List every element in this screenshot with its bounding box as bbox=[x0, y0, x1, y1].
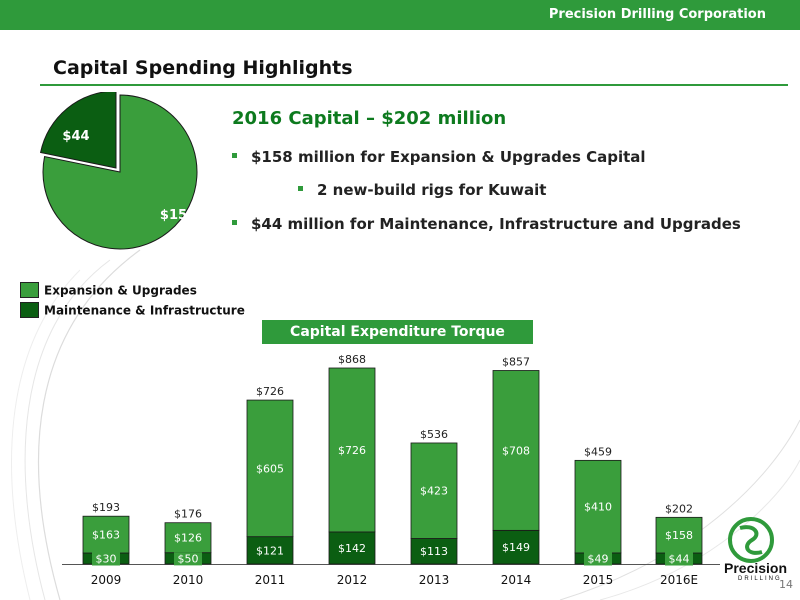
pie-label-expansion: $158 bbox=[160, 208, 196, 223]
logo-sub: DRILLING bbox=[738, 576, 782, 582]
x-tick-2012: 2012 bbox=[337, 573, 368, 587]
company-name: Precision Drilling Corporation bbox=[548, 7, 766, 22]
label-total-2013: $536 bbox=[420, 428, 448, 441]
bullet-square-icon bbox=[298, 186, 303, 191]
bar-expansion-2010 bbox=[164, 522, 212, 554]
label-maintenance-2010: $50 bbox=[178, 552, 199, 565]
x-tick-2013: 2013 bbox=[419, 573, 450, 587]
label-maintenance-2014: $149 bbox=[502, 541, 530, 554]
pie-slice-maintenance bbox=[40, 92, 117, 169]
label-maintenance-2012: $142 bbox=[338, 542, 366, 555]
title-divider bbox=[40, 84, 788, 86]
legend-maintenance: Maintenance & Infrastructure bbox=[20, 302, 245, 319]
label-total-2011: $726 bbox=[256, 385, 284, 398]
precision-drilling-logo-icon bbox=[728, 517, 774, 563]
bar-maintenance-2014 bbox=[492, 529, 540, 565]
label-maintenance-2011: $121 bbox=[256, 544, 284, 557]
logo-name: Precision bbox=[724, 560, 788, 576]
x-tick-2014: 2014 bbox=[501, 573, 532, 587]
x-tick-2009: 2009 bbox=[91, 573, 122, 587]
bullet-expansion: $158 million for Expansion & Upgrades Ca… bbox=[232, 148, 646, 166]
label-total-2010: $176 bbox=[174, 508, 202, 521]
bar-expansion-2009 bbox=[82, 515, 130, 554]
bullet-square-icon bbox=[232, 153, 237, 158]
bar-expansion-2012 bbox=[328, 367, 376, 533]
label-maintenance-2016E: $44 bbox=[669, 553, 690, 566]
label-expansion-2014: $708 bbox=[502, 444, 530, 457]
bar-expansion-2015 bbox=[574, 459, 622, 554]
label-total-2009: $193 bbox=[92, 501, 120, 514]
bar-maintenance-2012 bbox=[328, 531, 376, 565]
bullet-kuwait: 2 new-build rigs for Kuwait bbox=[298, 181, 546, 199]
label-expansion-2013: $423 bbox=[420, 485, 448, 498]
logo-graphic bbox=[728, 517, 774, 563]
x-tick-2010: 2010 bbox=[173, 573, 204, 587]
bar-expansion-2016E bbox=[655, 516, 703, 554]
label-expansion-2009: $163 bbox=[92, 529, 120, 542]
x-tick-2011: 2011 bbox=[255, 573, 286, 587]
label-total-2015: $459 bbox=[584, 445, 612, 458]
label-maintenance-2009: $30 bbox=[96, 553, 117, 566]
bar-maintenance-2013 bbox=[410, 538, 458, 565]
bullet-maintenance: $44 million for Maintenance, Infrastruct… bbox=[232, 215, 741, 233]
bar-expansion-2011 bbox=[246, 399, 294, 538]
legend-swatch bbox=[20, 282, 39, 298]
pie-label-maintenance: $44 bbox=[62, 129, 89, 144]
pie-slice-expansion bbox=[42, 94, 198, 250]
legend-swatch bbox=[20, 302, 39, 318]
x-tick-2015: 2015 bbox=[583, 573, 614, 587]
page-title: Capital Spending Highlights bbox=[53, 57, 353, 79]
label-highlight bbox=[92, 552, 120, 566]
page-number: 14 bbox=[779, 578, 793, 591]
label-highlight bbox=[584, 552, 612, 566]
label-highlight bbox=[665, 552, 693, 566]
label-expansion-2015: $410 bbox=[584, 501, 612, 514]
label-expansion-2012: $726 bbox=[338, 444, 366, 457]
x-tick-2016E: 2016E bbox=[660, 573, 698, 587]
header-bar: Precision Drilling Corporation bbox=[0, 0, 800, 30]
bar-expansion-2013 bbox=[410, 442, 458, 539]
legend-expansion: Expansion & Upgrades bbox=[20, 282, 197, 299]
chart-title: Capital Expenditure Torque bbox=[262, 320, 533, 344]
label-expansion-2011: $605 bbox=[256, 462, 284, 475]
bullet-square-icon bbox=[232, 220, 237, 225]
bar-maintenance-2011 bbox=[246, 536, 294, 565]
label-maintenance-2013: $113 bbox=[420, 545, 448, 558]
label-total-2016E: $202 bbox=[665, 502, 693, 515]
bar-expansion-2014 bbox=[492, 370, 540, 531]
label-expansion-2010: $126 bbox=[174, 532, 202, 545]
label-total-2014: $857 bbox=[502, 355, 530, 368]
label-highlight bbox=[174, 552, 202, 566]
label-maintenance-2015: $49 bbox=[588, 552, 609, 565]
label-total-2012: $868 bbox=[338, 353, 366, 366]
summary-heading: 2016 Capital – $202 million bbox=[232, 108, 507, 129]
label-expansion-2016E: $158 bbox=[665, 529, 693, 542]
pie-chart: $158 $44 bbox=[40, 92, 198, 250]
